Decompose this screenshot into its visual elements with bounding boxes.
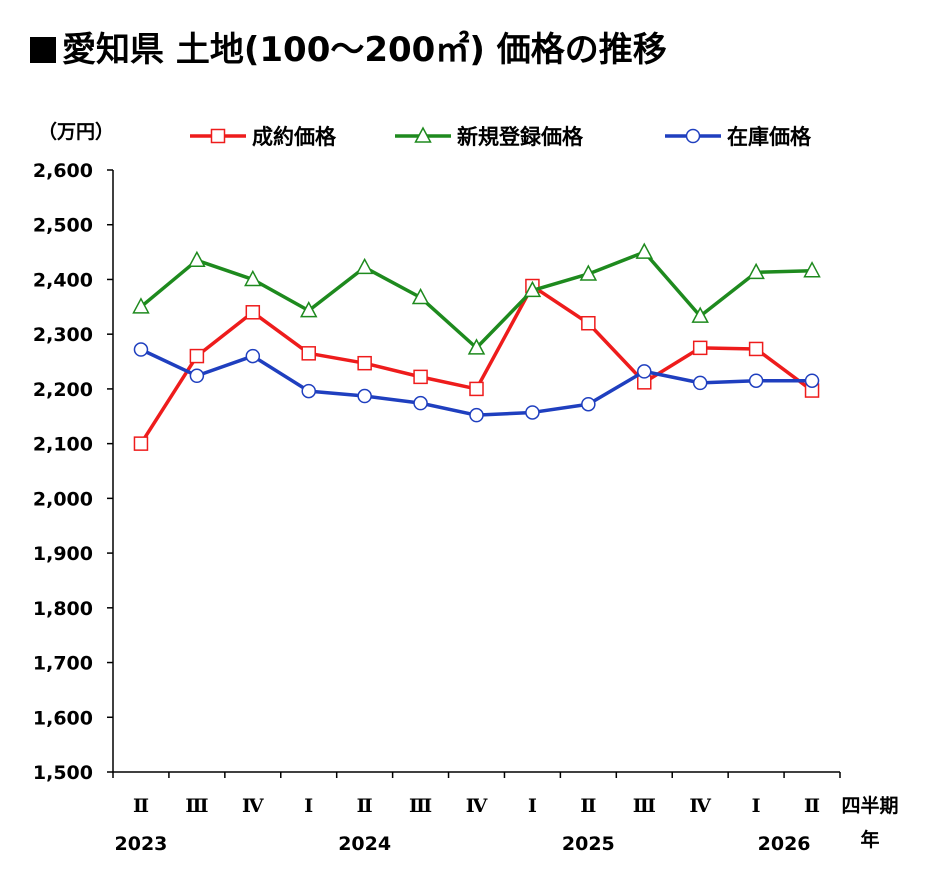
chart-title-text: 愛知県 土地(100～200㎡) 価格の推移 — [62, 30, 667, 70]
data-point — [748, 341, 764, 357]
series-line — [139, 250, 813, 350]
data-point — [803, 261, 821, 278]
y-tick-label: 2,100 — [33, 434, 93, 456]
data-point — [132, 297, 150, 314]
data-point — [692, 375, 708, 391]
data-point — [691, 306, 709, 323]
data-point — [189, 348, 205, 364]
data-point — [133, 342, 149, 357]
year-label: 2024 — [338, 833, 391, 855]
data-point — [301, 383, 316, 399]
data-point — [357, 355, 372, 371]
data-point — [244, 269, 262, 287]
data-point — [245, 305, 261, 320]
data-point — [469, 381, 484, 397]
data-point — [299, 301, 318, 318]
data-point — [189, 368, 205, 384]
series-2 — [132, 242, 821, 355]
y-unit-label: （万円） — [38, 120, 114, 143]
legend-marker — [685, 128, 701, 144]
x-tick-label: Ⅲ — [409, 795, 432, 817]
legend-label: 在庫価格 — [727, 125, 812, 149]
data-point — [413, 395, 428, 411]
data-point — [523, 280, 542, 298]
legend-label: 新規登録価格 — [457, 125, 584, 149]
year-label: 2026 — [758, 833, 811, 855]
x-tick-label: Ⅰ — [752, 795, 761, 817]
data-point — [581, 315, 596, 331]
data-point — [355, 257, 374, 275]
data-point — [635, 242, 654, 259]
data-point — [748, 373, 764, 388]
y-tick-label: 2,200 — [33, 379, 93, 401]
x-tick-label: Ⅳ — [689, 795, 711, 817]
data-point — [637, 364, 652, 379]
x-tick-label: Ⅱ — [804, 795, 820, 817]
x-tick-label: Ⅳ — [242, 795, 264, 817]
data-point — [188, 250, 206, 268]
data-point — [301, 346, 316, 361]
data-point — [357, 388, 372, 404]
x-tick-label: Ⅱ — [580, 795, 596, 817]
legend-label: 成約価格 — [252, 125, 337, 149]
legend-marker — [210, 128, 226, 144]
data-point — [747, 262, 765, 280]
y-tick-label: 1,600 — [33, 707, 93, 729]
data-point — [804, 373, 820, 388]
data-point — [411, 287, 430, 305]
data-point — [692, 340, 708, 356]
legend-marker — [414, 126, 432, 143]
x-tick-label: Ⅲ — [633, 795, 656, 817]
data-point — [467, 338, 486, 355]
y-tick-label: 2,000 — [33, 488, 93, 510]
x-axis-label-year: 年 — [860, 828, 879, 851]
year-label: 2023 — [115, 833, 168, 855]
y-tick-label: 2,400 — [33, 269, 93, 291]
y-tick-label: 1,700 — [33, 653, 93, 675]
y-tick-label: 1,800 — [33, 598, 93, 620]
legend-item: 成約価格 — [190, 125, 337, 149]
x-tick-label: Ⅰ — [304, 795, 313, 817]
x-tick-label: Ⅲ — [185, 795, 208, 817]
x-tick-label: Ⅱ — [133, 795, 149, 817]
data-point — [469, 407, 484, 423]
legend-item: 新規登録価格 — [395, 125, 584, 149]
x-tick-label: Ⅱ — [357, 795, 373, 817]
legend-item: 在庫価格 — [665, 125, 812, 149]
title-square-icon — [30, 37, 56, 63]
x-axis-label-quarter: 四半期 — [841, 794, 898, 817]
y-tick-label: 1,500 — [33, 762, 93, 784]
x-tick-label: Ⅰ — [528, 795, 537, 817]
y-tick-label: 2,300 — [33, 324, 93, 346]
data-point — [525, 405, 540, 420]
year-label: 2025 — [562, 833, 615, 855]
data-point — [413, 369, 428, 385]
data-point — [581, 396, 596, 412]
data-point — [245, 348, 261, 364]
data-point — [133, 436, 149, 451]
y-tick-label: 2,500 — [33, 215, 93, 237]
x-tick-label: Ⅳ — [466, 795, 488, 817]
chart-title: 愛知県 土地(100～200㎡) 価格の推移 — [30, 22, 667, 71]
y-tick-label: 1,900 — [33, 543, 93, 565]
y-tick-label: 2,600 — [33, 160, 93, 182]
data-point — [579, 264, 598, 281]
series-3 — [133, 342, 820, 423]
series-1 — [133, 278, 820, 451]
